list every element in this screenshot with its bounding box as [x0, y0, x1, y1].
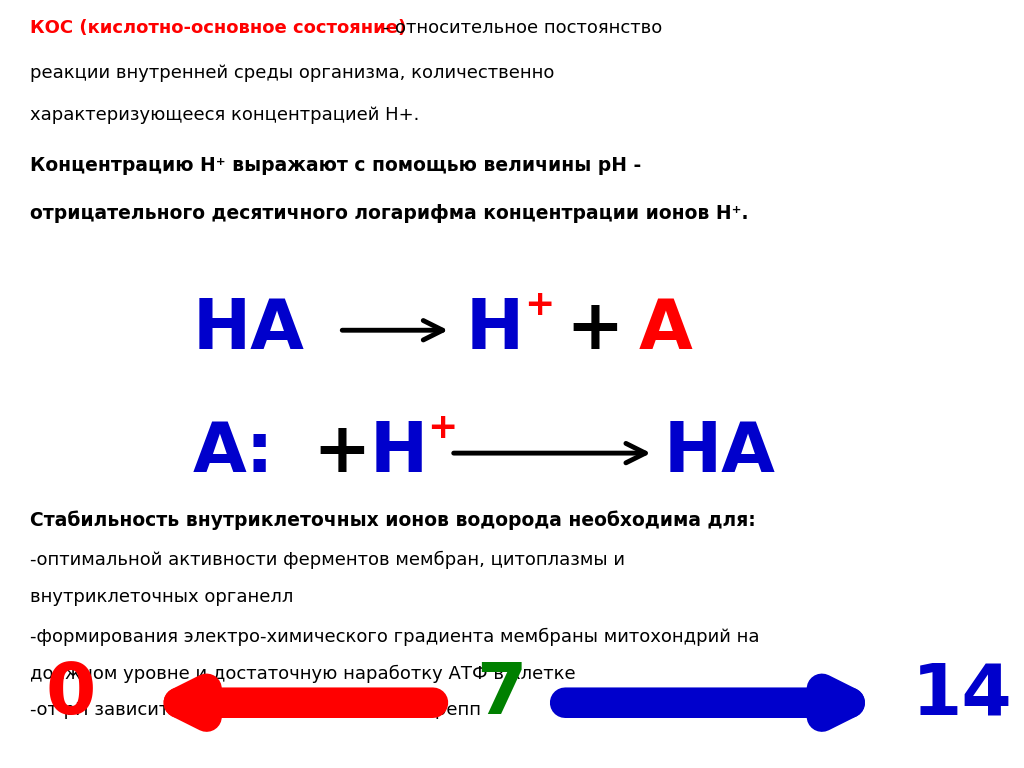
Text: +: + — [524, 288, 554, 322]
Text: -формирования электро-химического градиента мембраны митохондрий на: -формирования электро-химического градие… — [31, 627, 760, 646]
Text: А: А — [638, 296, 692, 362]
Text: А:: А: — [193, 419, 274, 485]
Text: характеризующееся концентрацией Н+.: характеризующееся концентрацией Н+. — [31, 106, 420, 124]
Text: -от рН зависит диссоциация ионогенных грепп: -от рН зависит диссоциация ионогенных гр… — [31, 701, 481, 719]
Text: Концентрацию Н⁺ выражают с помощью величины рН -: Концентрацию Н⁺ выражают с помощью велич… — [31, 156, 642, 175]
Text: НА: НА — [664, 419, 775, 485]
Text: КОС (кислотно-основное состояние): КОС (кислотно-основное состояние) — [31, 19, 407, 37]
Text: 14: 14 — [912, 660, 1013, 730]
Text: - относительное постоянство: - относительное постоянство — [377, 19, 663, 37]
Text: отрицательного десятичного логарифма концентрации ионов Н⁺.: отрицательного десятичного логарифма кон… — [31, 204, 749, 223]
Text: 0: 0 — [46, 660, 96, 730]
Text: Н: Н — [466, 296, 524, 362]
Text: должном уровне и достаточную наработку АТФ в клетке: должном уровне и достаточную наработку А… — [31, 664, 577, 683]
Text: реакции внутренней среды организма, количественно: реакции внутренней среды организма, коли… — [31, 64, 555, 81]
Text: +: + — [428, 411, 458, 445]
Text: 7: 7 — [476, 660, 526, 730]
Text: Н: Н — [370, 419, 428, 485]
Text: +: + — [289, 419, 395, 485]
Text: Стабильность внутриклеточных ионов водорода необходима для:: Стабильность внутриклеточных ионов водор… — [31, 511, 756, 530]
Text: внутриклеточных органелл: внутриклеточных органелл — [31, 588, 294, 605]
Text: НА: НА — [193, 296, 304, 362]
Text: -оптимальной активности ферментов мембран, цитоплазмы и: -оптимальной активности ферментов мембра… — [31, 551, 626, 569]
Text: +: + — [542, 296, 649, 362]
